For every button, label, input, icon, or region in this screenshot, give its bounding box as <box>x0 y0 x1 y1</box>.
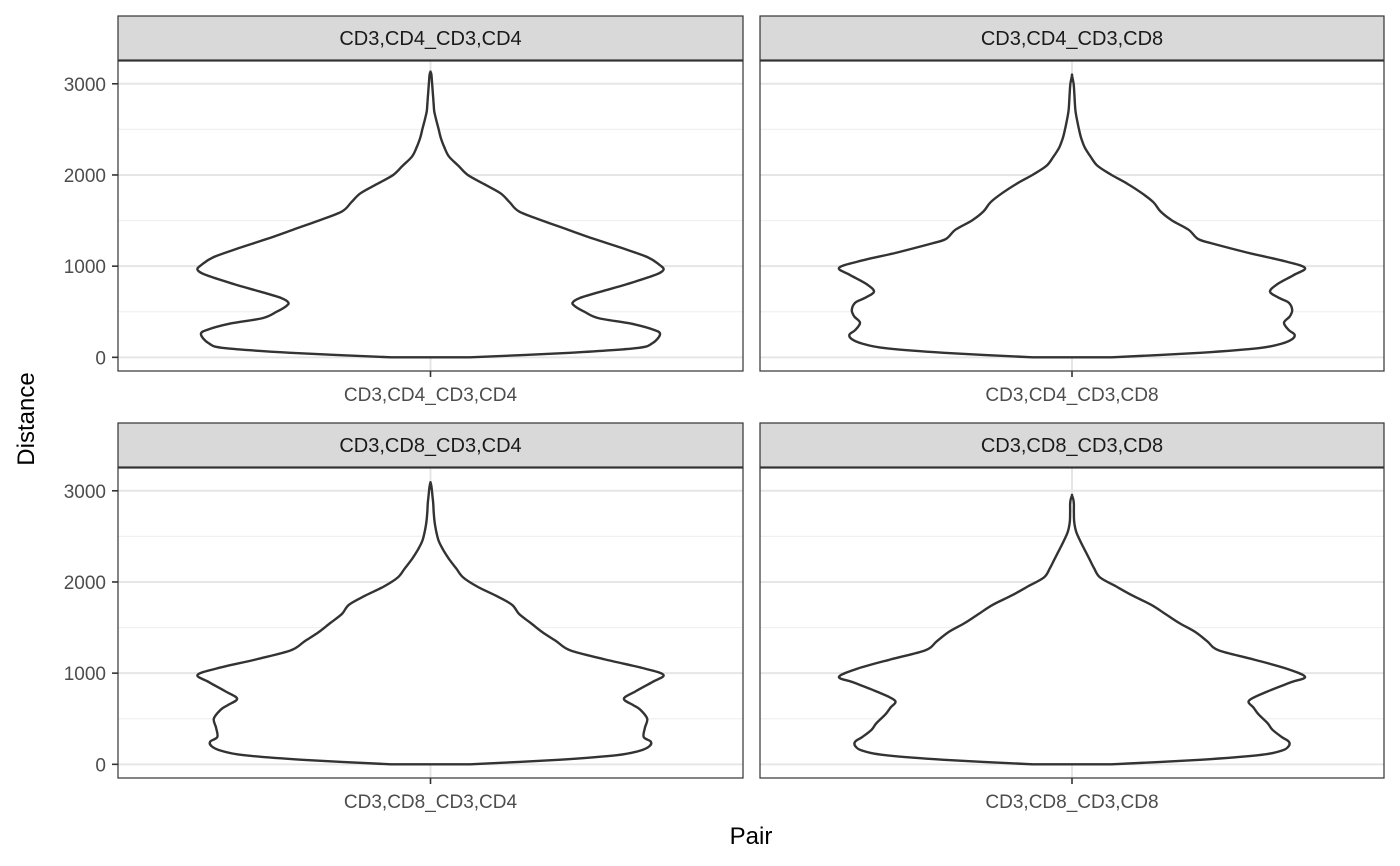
facet-panel: CD3,CD4_CD3,CD8 CD3,CD4_CD3,CD8 <box>759 15 1385 406</box>
facet-strip <box>117 422 744 468</box>
y-axis-title: Distance <box>13 372 40 465</box>
violin-shape <box>196 480 665 766</box>
violin-shape <box>837 73 1307 359</box>
x-tick-label: CD3,CD8_CD3,CD8 <box>985 792 1158 813</box>
y-tick-label: 1000 <box>64 664 106 685</box>
facet-panel: CD3,CD4_CD3,CD4 CD3,CD4_CD3,CD4 0 1000 2000 3… <box>64 15 744 406</box>
facet-strip-label: CD3,CD4_CD3,CD4 <box>339 28 521 50</box>
facet-strip <box>759 422 1385 468</box>
x-tick-label: CD3,CD8_CD3,CD4 <box>344 792 518 813</box>
facet-strip <box>117 15 744 61</box>
x-tick-label: CD3,CD4_CD3,CD4 <box>344 385 518 406</box>
y-tick-label: 0 <box>95 348 106 369</box>
facet-strip-label: CD3,CD8_CD3,CD4 <box>339 435 521 457</box>
y-tick-label: 3000 <box>64 482 106 503</box>
facet-strip-label: CD3,CD4_CD3,CD8 <box>981 28 1163 50</box>
y-tick-label: 1000 <box>64 257 106 278</box>
y-tick-label: 3000 <box>64 75 106 96</box>
facet-strip-label: CD3,CD8_CD3,CD8 <box>981 435 1163 457</box>
x-axis-title: Pair <box>730 823 773 850</box>
y-tick-label: 2000 <box>64 573 106 594</box>
y-tick-label: 2000 <box>64 166 106 187</box>
violin-shape <box>196 70 665 359</box>
facet-panel: CD3,CD8_CD3,CD8 CD3,CD8_CD3,CD8 <box>759 422 1385 813</box>
violin-shape <box>837 493 1307 766</box>
y-tick-label: 0 <box>95 755 106 776</box>
facet-panel: CD3,CD8_CD3,CD4 CD3,CD8_CD3,CD4 0 1000 2000 3… <box>64 422 744 813</box>
panels-layer: CD3,CD4_CD3,CD4 CD3,CD4_CD3,CD4 0 1000 2000 3… <box>64 15 1385 813</box>
facet-strip <box>759 15 1385 61</box>
x-tick-label: CD3,CD4_CD3,CD8 <box>985 385 1158 406</box>
